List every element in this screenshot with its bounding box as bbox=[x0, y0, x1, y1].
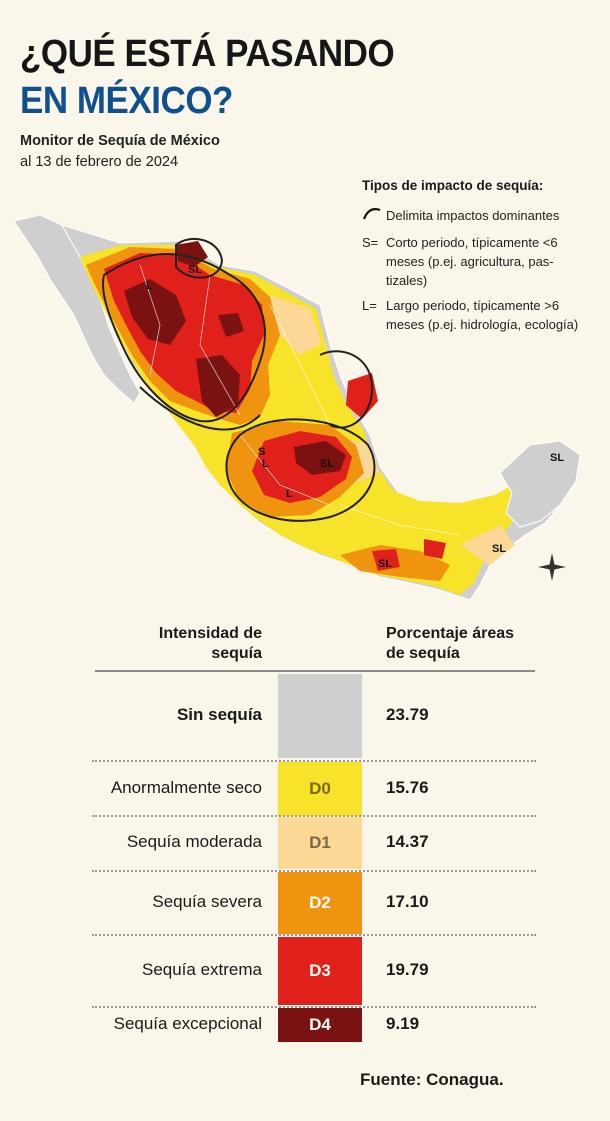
d3-area-5 bbox=[424, 539, 446, 559]
row-divider bbox=[92, 760, 536, 762]
d1-area bbox=[270, 295, 322, 355]
d3-area-3 bbox=[346, 373, 378, 419]
drought-bar-d3: D3 bbox=[278, 937, 362, 1005]
map-label-l-north: L bbox=[146, 280, 153, 292]
row-divider bbox=[92, 815, 536, 817]
drought-label: Sin sequía bbox=[176, 705, 262, 724]
drought-percent: 23.79 bbox=[386, 705, 429, 724]
delimit-line-icon bbox=[362, 206, 384, 227]
impact-legend-symbol: L= bbox=[362, 298, 377, 313]
header-rule bbox=[95, 670, 535, 672]
map-label-s-center: S bbox=[258, 446, 265, 458]
title-line-2: EN MÉXICO? bbox=[20, 80, 233, 122]
drought-bar-d2: D2 bbox=[278, 872, 362, 934]
drought-label: Anormalmente seco bbox=[110, 778, 262, 797]
d1-area-3 bbox=[460, 525, 515, 565]
map-label-l-west: L bbox=[262, 458, 269, 470]
drought-label: Sequía moderada bbox=[126, 832, 262, 851]
drought-label: Sequía excepcional bbox=[113, 1014, 262, 1033]
drought-bar-d4: D4 bbox=[278, 1008, 362, 1042]
d4-area-2 bbox=[196, 355, 240, 417]
impact-legend-text: Corto periodo, típicamente <6 meses (p.e… bbox=[386, 235, 558, 288]
source-note: Fuente: Conagua. bbox=[360, 1070, 504, 1089]
table-header-percent: Porcentaje áreas de sequía bbox=[386, 625, 515, 662]
drought-percent: 9.19 bbox=[386, 1014, 420, 1033]
d4-area bbox=[124, 279, 186, 345]
drought-label: Sequía severa bbox=[152, 892, 262, 911]
drought-map: SL L S SL SL SL L L SL bbox=[13, 214, 581, 601]
title-line-1: ¿QUÉ ESTÁ PASANDO bbox=[20, 33, 395, 75]
impact-legend-text: Delimita impactos dominantes bbox=[386, 208, 560, 223]
impact-legend-symbol: S= bbox=[362, 235, 379, 250]
map-label-sl-yucatan: SL bbox=[550, 452, 564, 464]
subtitle: Monitor de Sequía de México bbox=[20, 133, 220, 149]
d4-area-5 bbox=[218, 313, 244, 337]
date-label: al 13 de febrero de 2024 bbox=[20, 154, 179, 170]
compass-icon bbox=[538, 553, 566, 581]
drought-bar-d1: D1 bbox=[278, 817, 362, 869]
impact-legend-text: Largo periodo, típicamente >6 meses (p.e… bbox=[386, 298, 579, 332]
drought-percent: 17.10 bbox=[386, 892, 429, 911]
map-label-sl-north: SL bbox=[188, 264, 202, 276]
map-label-sl-south: SL bbox=[492, 543, 506, 555]
impact-legend-title: Tipos de impacto de sequía: bbox=[362, 178, 544, 193]
drought-percent: 14.37 bbox=[386, 832, 429, 851]
map-label-l-south: L bbox=[286, 488, 293, 500]
drought-percent: 19.79 bbox=[386, 960, 429, 979]
row-divider bbox=[92, 1006, 536, 1008]
row-divider bbox=[92, 870, 536, 872]
map-label-sl-coast: SL bbox=[378, 558, 392, 570]
d4-area-4 bbox=[294, 441, 346, 475]
drought-label: Sequía extrema bbox=[141, 960, 262, 979]
d3-area-4 bbox=[372, 549, 400, 571]
drought-bar-none bbox=[278, 674, 362, 758]
yucatan bbox=[499, 440, 581, 528]
row-divider bbox=[92, 934, 536, 936]
map-label-sl-center: SL bbox=[320, 458, 334, 470]
drought-bar-d0: D0 bbox=[278, 762, 362, 816]
drought-percent: 15.76 bbox=[386, 778, 429, 797]
table-header-intensity: Intensidad de sequía bbox=[158, 625, 262, 662]
